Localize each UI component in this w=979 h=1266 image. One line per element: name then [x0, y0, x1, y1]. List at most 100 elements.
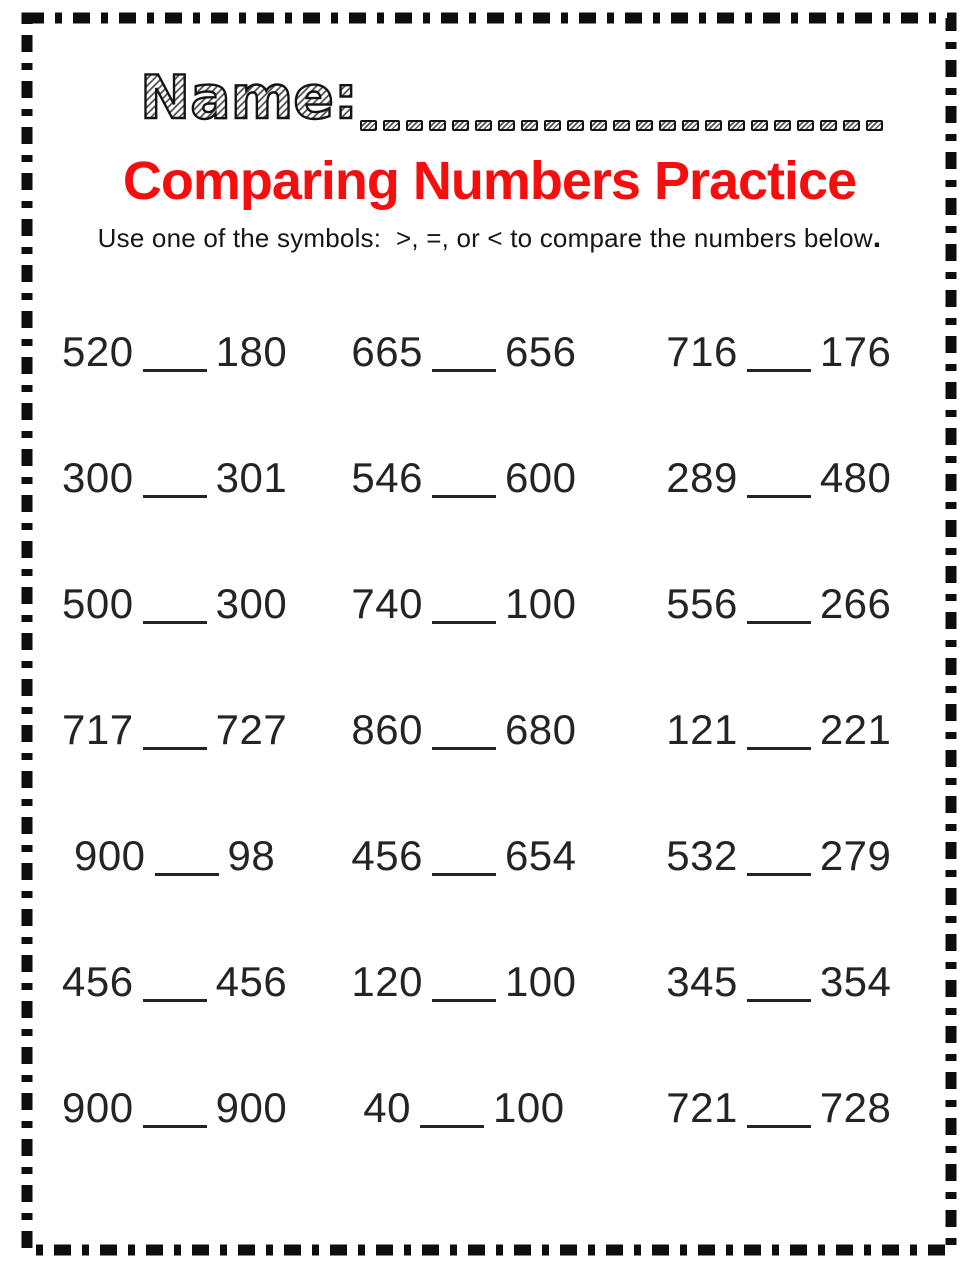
- comparison-problem: 456 456: [62, 958, 287, 1006]
- right-number: 98: [227, 832, 276, 880]
- name-blank-dash: [452, 120, 469, 131]
- comparison-problem: 556 266: [666, 580, 891, 628]
- comparison-problem: 900 900: [62, 1084, 287, 1132]
- left-number: 900: [73, 832, 146, 880]
- problems-grid: 520 180 665 656 716 176 300 301 546 600 289 480 500 3…: [62, 289, 915, 1171]
- comparison-problem: 120 100: [351, 958, 576, 1006]
- answer-blank: [746, 495, 811, 499]
- right-number: 279: [819, 832, 892, 880]
- instruction-main: Use one of the symbols: >, =, or < to co…: [97, 223, 873, 254]
- name-blank-dash: [728, 120, 745, 131]
- instruction-text: Use one of the symbols: >, =, or < to co…: [64, 221, 915, 255]
- answer-blank: [431, 369, 496, 373]
- name-blank-dash: [636, 120, 653, 131]
- comparison-problem: 300 301: [62, 454, 287, 502]
- right-number: 728: [819, 1084, 892, 1132]
- comparison-problem: 520 180: [62, 328, 287, 376]
- left-number: 546: [351, 454, 423, 502]
- comparison-problem: 665 656: [351, 328, 576, 376]
- name-blank-dash: [521, 120, 538, 131]
- name-blank-dash: [360, 120, 377, 131]
- answer-blank: [431, 495, 496, 499]
- name-blank-dash: [797, 120, 814, 131]
- left-number: 716: [666, 328, 738, 376]
- answer-blank: [431, 873, 496, 877]
- comparison-problem: 289 480: [666, 454, 891, 502]
- comparison-problem: 456 654: [351, 832, 576, 880]
- left-number: 860: [351, 706, 423, 754]
- answer-blank: [142, 999, 207, 1003]
- right-number: 221: [819, 706, 892, 754]
- comparison-problem: 900 98: [74, 832, 275, 880]
- right-number: 727: [215, 706, 288, 754]
- name-blank-dash: [383, 120, 400, 131]
- worksheet-page: Name: Comparing Numbers Practice Use one…: [62, 44, 915, 1171]
- left-number: 532: [666, 832, 738, 880]
- answer-blank: [431, 621, 496, 625]
- left-number: 456: [351, 832, 423, 880]
- name-blank-dash: [613, 120, 630, 131]
- answer-blank: [746, 999, 811, 1003]
- name-blank-dash: [498, 120, 515, 131]
- left-number: 520: [62, 328, 134, 376]
- right-number: 301: [215, 454, 288, 502]
- left-number: 300: [62, 454, 134, 502]
- answer-blank: [154, 873, 219, 877]
- right-number: 654: [504, 832, 577, 880]
- answer-blank: [142, 1125, 207, 1129]
- name-blank-dash: [843, 120, 860, 131]
- answer-blank: [142, 621, 207, 625]
- answer-blank: [142, 369, 207, 373]
- left-number: 556: [666, 580, 738, 628]
- right-number: 266: [819, 580, 892, 628]
- answer-blank: [431, 999, 496, 1003]
- right-number: 100: [493, 1084, 565, 1132]
- answer-blank: [746, 621, 811, 625]
- right-number: 354: [819, 958, 892, 1006]
- right-number: 456: [215, 958, 288, 1006]
- name-blank-dash: [682, 120, 699, 131]
- answer-blank: [142, 495, 207, 499]
- comparison-problem: 740 100: [351, 580, 576, 628]
- left-number: 500: [62, 580, 134, 628]
- right-number: 176: [819, 328, 892, 376]
- left-number: 900: [62, 1084, 134, 1132]
- right-number: 656: [504, 328, 577, 376]
- page-title: Comparing Numbers Practice: [122, 151, 857, 211]
- comparison-problem: 532 279: [666, 832, 891, 880]
- comparison-problem: 717 727: [62, 706, 287, 754]
- name-label: Name:: [140, 63, 356, 133]
- left-number: 121: [666, 706, 738, 754]
- left-number: 665: [351, 328, 423, 376]
- comparison-problem: 40 100: [363, 1084, 564, 1132]
- name-label-art: Name:: [139, 62, 356, 134]
- comparison-problem: 716 176: [666, 328, 891, 376]
- name-blank-dash: [475, 120, 492, 131]
- left-number: 740: [351, 580, 423, 628]
- right-number: 100: [504, 580, 577, 628]
- name-blank-dash: [429, 120, 446, 131]
- right-number: 300: [215, 580, 288, 628]
- answer-blank: [746, 747, 811, 751]
- comparison-problem: 860 680: [351, 706, 576, 754]
- name-blank-dash: [774, 120, 791, 131]
- right-number: 600: [504, 454, 577, 502]
- right-number: 680: [504, 706, 577, 754]
- right-number: 100: [504, 958, 577, 1006]
- comparison-problem: 721 728: [666, 1084, 891, 1132]
- answer-blank: [420, 1125, 485, 1129]
- name-blank-dash: [567, 120, 584, 131]
- name-blank-dash: [866, 120, 883, 131]
- answer-blank: [746, 369, 811, 373]
- right-number: 480: [819, 454, 892, 502]
- name-blank-dash: [751, 120, 768, 131]
- left-number: 721: [666, 1084, 738, 1132]
- instruction-period: .: [872, 221, 882, 255]
- answer-blank: [746, 873, 811, 877]
- right-number: 180: [215, 328, 288, 376]
- comparison-problem: 121 221: [666, 706, 891, 754]
- name-blank-dash: [406, 120, 423, 131]
- left-number: 289: [666, 454, 738, 502]
- name-blank-dash: [820, 120, 837, 131]
- name-blank-dash: [705, 120, 722, 131]
